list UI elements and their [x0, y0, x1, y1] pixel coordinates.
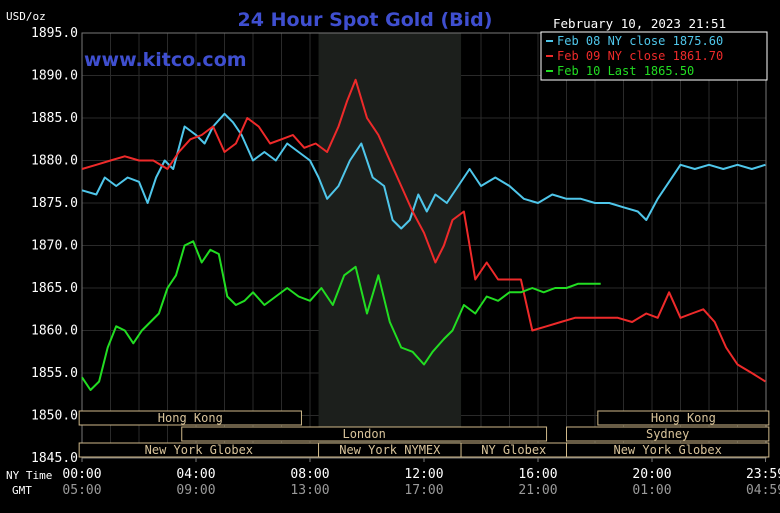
legend: February 10, 2023 21:51 Feb 08 NY close …: [540, 16, 768, 81]
series-line-1: [81, 112, 766, 230]
y-tick-label: 1875.0: [31, 196, 78, 211]
session-label: NY Globex: [481, 443, 546, 457]
y-axis-label: USD/oz: [6, 10, 46, 23]
y-tick-label: 1860.0: [31, 324, 78, 339]
x-tick-gmt: 04:59: [746, 483, 780, 498]
session-bar: [78, 410, 302, 426]
x-tick-gmt: 09:00: [176, 483, 215, 498]
legend-entry: Feb 08 NY close 1875.60: [557, 34, 723, 48]
gmt-label: GMT: [12, 484, 32, 497]
y-tick-label: 1850.0: [31, 409, 78, 424]
x-tick-gmt: 17:00: [404, 483, 443, 498]
chart-title: 24 Hour Spot Gold (Bid): [238, 9, 493, 31]
highlight-band: [318, 33, 462, 458]
series-line-3: [81, 240, 601, 391]
session-label: London: [342, 427, 385, 441]
y-tick-label: 1855.0: [31, 366, 78, 381]
x-tick-ny: 12:00: [404, 467, 443, 482]
y-tick-label: 1895.0: [31, 26, 78, 41]
session-bars: Hong Kong London New York Globex New York N…: [78, 410, 770, 458]
session-label: New York NYMEX: [339, 443, 441, 457]
session-label: Sydney: [646, 427, 689, 441]
x-tick-gmt: 13:00: [290, 483, 329, 498]
y-tick-label: 1880.0: [31, 154, 78, 169]
y-tick-label: 1890.0: [31, 69, 78, 84]
legend-entry: Feb 10 Last 1865.50: [557, 64, 694, 78]
x-tick-gmt: 01:00: [632, 483, 671, 498]
session-bar: [181, 426, 548, 442]
series-lines: [81, 78, 766, 391]
session-label: New York Globex: [613, 443, 721, 457]
nymex-band: [318, 33, 462, 458]
session-bar: [566, 442, 770, 458]
x-tick-ny: 20:00: [632, 467, 671, 482]
session-label: Hong Kong: [651, 411, 716, 425]
session-label: New York Globex: [145, 443, 253, 457]
session-label: Hong Kong: [158, 411, 223, 425]
ny-time-label: NY Time: [6, 469, 52, 482]
series-line-2: [81, 78, 766, 383]
x-tick-ny: 23:59: [746, 467, 780, 482]
y-tick-label: 1870.0: [31, 239, 78, 254]
x-tick-gmt: 21:00: [518, 483, 557, 498]
session-bar: [566, 426, 770, 442]
timestamp: February 10, 2023 21:51: [553, 16, 726, 31]
y-ticks: 1895.0 1890.0 1885.0 1880.0 1875.0 1870.0 1865…: [31, 26, 78, 466]
legend-entry: Feb 09 NY close 1861.70: [557, 49, 723, 63]
x-tick-ny: 16:00: [518, 467, 557, 482]
session-bar: [597, 410, 770, 426]
y-tick-label: 1845.0: [31, 451, 78, 466]
x-tick-ny: 00:00: [62, 467, 101, 482]
watermark: www.kitco.com: [84, 49, 247, 71]
y-tick-label: 1885.0: [31, 111, 78, 126]
y-tick-label: 1865.0: [31, 281, 78, 296]
x-tick-ny: 08:00: [290, 467, 329, 482]
x-tick-ny: 04:00: [176, 467, 215, 482]
legend-box: [540, 31, 768, 81]
x-tick-gmt: 05:00: [62, 483, 101, 498]
